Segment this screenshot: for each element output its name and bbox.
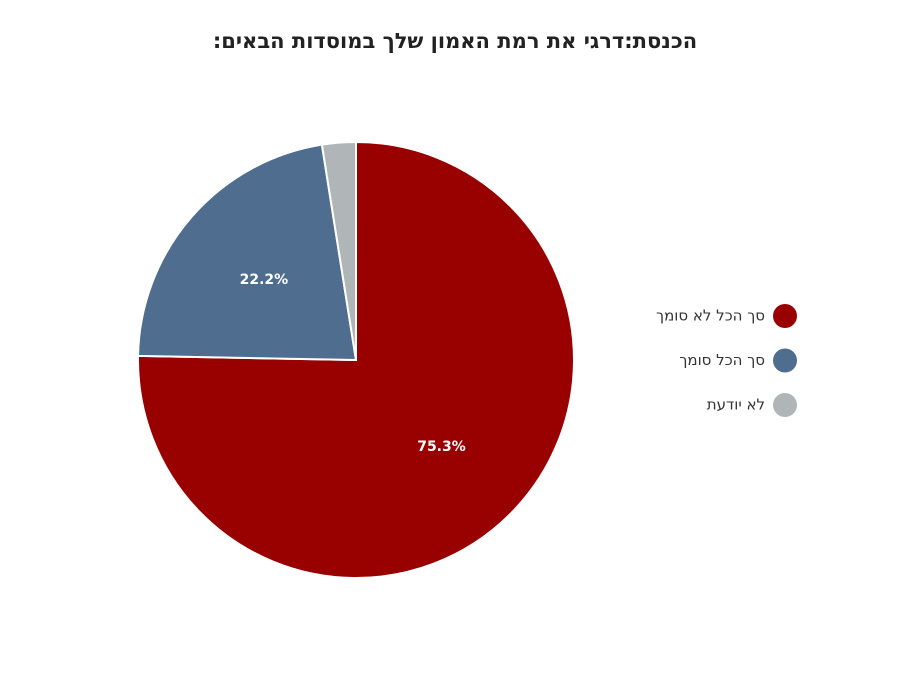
legend-marker bbox=[773, 304, 797, 328]
legend-text: סך הכל לא סומך bbox=[656, 307, 765, 325]
value-label: 75.3% bbox=[417, 439, 466, 455]
pie-slice bbox=[320, 140, 357, 361]
legend-marker bbox=[773, 393, 797, 417]
chart-title: הכנסת:דרגי את רמת האמון שלך במוסדות הבאי… bbox=[213, 29, 697, 53]
pie-slice bbox=[137, 143, 358, 362]
legend-text: לא יודעת bbox=[707, 396, 765, 414]
legend-text: סך הכל סומך bbox=[679, 351, 765, 369]
value-label: 22.2% bbox=[240, 272, 289, 288]
legend-marker bbox=[773, 348, 797, 373]
